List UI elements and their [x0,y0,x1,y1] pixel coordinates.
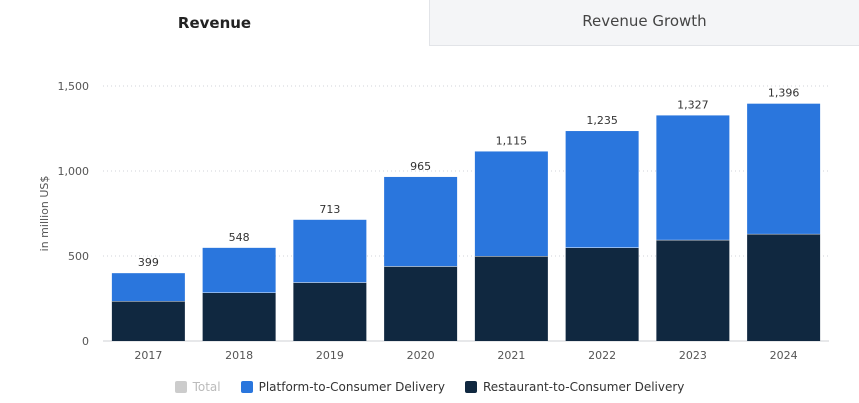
legend-item-platform[interactable]: Platform-to-Consumer Delivery [240,380,445,394]
total-data-label: 1,327 [677,98,709,111]
bar-segment-restaurant [474,256,548,341]
tab-bar: Revenue Revenue Growth [0,0,859,46]
bar-segment-platform [111,273,185,302]
legend-item-restaurant[interactable]: Restaurant-to-Consumer Delivery [464,380,685,394]
stacked-bar-chart: 0 500 1,000 1,500 in million US$ 399 2017 548 20… [38,80,829,362]
y-tick-label: 1,000 [58,165,90,178]
total-data-label: 1,115 [496,134,528,147]
bar-segment-restaurant [565,247,639,341]
legend-label-platform: Platform-to-Consumer Delivery [258,380,445,394]
bar-segment-restaurant [293,282,367,341]
x-tick-label: 2021 [497,349,525,362]
bar-segment-platform [565,131,639,248]
tab-revenue[interactable]: Revenue [0,0,429,46]
bar-segment-platform [747,103,821,234]
total-data-label: 965 [410,160,431,173]
bar-segment-platform [202,247,276,293]
x-tick-label: 2017 [134,349,162,362]
bar-segment-platform [474,151,548,256]
x-tick-label: 2019 [316,349,344,362]
x-tick-label: 2022 [588,349,616,362]
bar-segment-restaurant [747,233,821,341]
bar-segment-restaurant [202,292,276,341]
legend-item-total[interactable]: Total [174,380,221,394]
bar-segment-restaurant [384,266,458,341]
total-data-label: 399 [138,256,159,269]
bar-segment-platform [656,115,730,240]
total-data-label: 713 [319,203,340,216]
x-tick-label: 2020 [407,349,435,362]
legend-swatch-platform [240,381,253,393]
y-tick-label: 1,500 [58,80,90,93]
bar-segment-restaurant [656,239,730,341]
chart-legend: Total Platform-to-Consumer Delivery Rest… [0,377,859,397]
bar-segment-platform [384,176,458,267]
legend-swatch-total [174,381,187,393]
total-data-label: 1,396 [768,87,800,100]
bar-segment-restaurant [111,301,185,341]
y-tick-label: 500 [68,250,89,263]
total-data-label: 1,235 [586,114,618,127]
y-tick-label: 0 [82,335,89,348]
legend-label-restaurant: Restaurant-to-Consumer Delivery [482,380,685,394]
total-data-label: 548 [229,231,250,244]
tab-revenue-growth[interactable]: Revenue Growth [429,0,859,46]
x-tick-label: 2023 [679,349,707,362]
x-tick-label: 2018 [225,349,253,362]
legend-label-total: Total [192,380,221,394]
bar-segment-platform [293,219,367,283]
x-tick-label: 2024 [770,349,798,362]
y-axis-title: in million US$ [38,176,51,252]
legend-swatch-restaurant [464,381,477,393]
